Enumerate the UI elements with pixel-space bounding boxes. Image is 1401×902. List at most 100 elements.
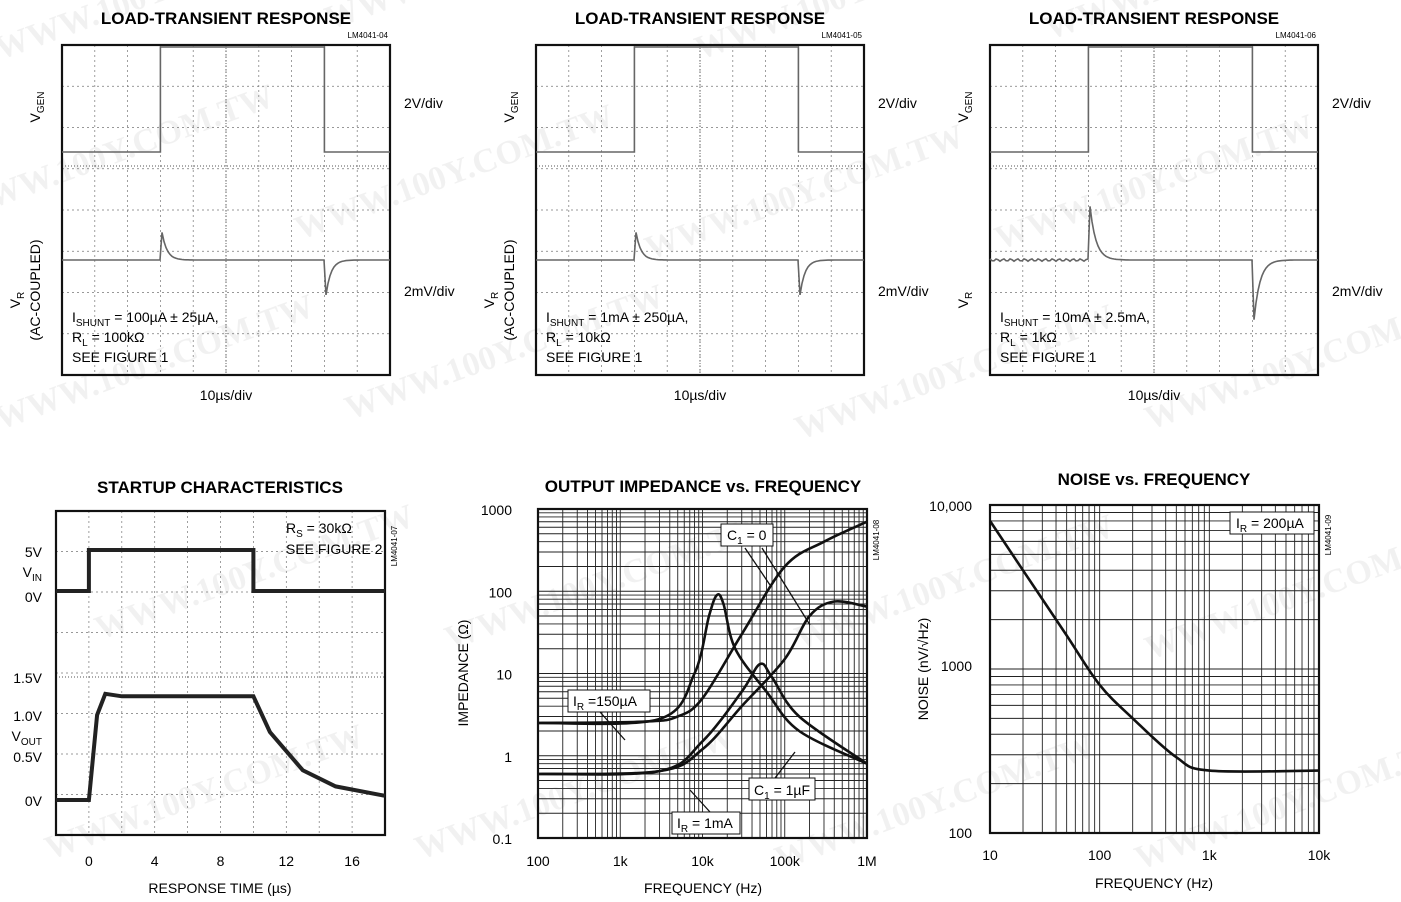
annotation-box [720,523,774,547]
vout-0.5v-label: 0.5V [13,749,42,765]
x-tick-label: 12 [279,853,295,869]
watermark-text: WWW.100Y.COM.TW [1130,728,1401,878]
figure-code: LM4041-05 [822,31,863,40]
vgen-label: VGEN [501,91,521,122]
x-tick-label: 10k [1308,847,1332,863]
x-tick-label: 100 [526,853,550,869]
y-tick-label: 10 [496,667,512,683]
annotation-ir-150ua: IR =150µA [573,693,638,713]
plot-frame [534,43,866,377]
vin-label: VIN [23,564,42,584]
annotation-arrow [774,751,796,779]
x-tick-label: 1k [613,853,629,869]
noise-chart: NOISE vs. FREQUENCY LM4041-09 10 100 1k 10k 10… [915,470,1333,891]
vr-label: VR [7,292,27,309]
figure-code: LM4041-07 [390,525,399,566]
startup-chart: STARTUP CHARACTERISTICS LM4041-07 5V VIN 0V 1… [12,478,399,896]
watermark-text: WWW.100Y.COM.TW [440,508,769,658]
note-figure: SEE FIGURE 1 [1000,349,1097,365]
note-load: RL = 10kΩ [546,329,611,349]
plot-frame [988,503,1321,835]
chart-title: NOISE vs. FREQUENCY [1058,470,1251,489]
vgen-trace [990,46,1318,153]
vr-trace [62,232,390,296]
note-current: ISHUNT = 1mA ± 250µA, [546,309,688,329]
annotation-ir-1ma: IR = 1mA [677,815,734,835]
watermark-text: WWW.100Y.COM.TW [990,108,1319,258]
x-axis-label: FREQUENCY (Hz) [644,880,762,896]
y-tick-label: 100 [489,584,513,600]
time-scale: 10µs/div [1128,387,1180,403]
figure-code: LM4041-08 [872,519,881,560]
annotation-arrow [599,711,626,741]
vin-trace [56,548,385,593]
vin-0v-label: 0V [25,589,43,605]
watermark-text: WWW.100Y.COM.TW [770,728,1099,878]
watermark-layer: WWW.100Y.COM.TW WWW.100Y.COM.TW WWW.100Y.C… [0,0,1401,878]
vgen-label: VGEN [27,91,47,122]
figure-code: LM4041-04 [348,31,389,40]
noise-curve [988,520,1320,773]
x-tick-label: 16 [344,853,360,869]
vgen-trace [62,46,390,153]
time-scale: 10µs/div [674,387,726,403]
annotation-c1-0: C1 = 0 [727,527,767,547]
x-tick-label: 10 [982,847,998,863]
figure-code: LM4041-06 [1276,31,1317,40]
y-axis-label: NOISE (nV/√Hz) [915,618,931,721]
chart-title: STARTUP CHARACTERISTICS [97,478,343,497]
y-tick-label: 1 [504,749,512,765]
impedance-curve [537,662,868,776]
vr-trace [536,232,864,296]
x-axis-label: RESPONSE TIME (µs) [148,880,291,896]
impedance-curve [537,593,868,765]
plot-frame [60,43,392,377]
annotation-box [567,689,651,713]
impedance-chart: OUTPUT IMPEDANCE vs. FREQUENCY LM4041-08 1… [455,477,881,896]
x-tick-label: 4 [151,853,159,869]
annotation-box [748,777,816,801]
x-tick-label: 10k [691,853,715,869]
x-tick-label: 8 [217,853,225,869]
annotation-arrow [761,547,811,626]
vout-trace [56,691,386,802]
vgen-scale: 2V/div [404,95,443,111]
note-load: RL = 100kΩ [72,329,144,349]
vr-label: VR [955,292,975,309]
plot-frame [536,507,869,840]
chart-title: OUTPUT IMPEDANCE vs. FREQUENCY [545,477,862,496]
vr-scale: 2mV/div [878,283,929,299]
plot-frame [54,509,387,837]
x-tick-label: 0 [85,853,93,869]
note-resistance: RS = 30kΩ [286,520,352,540]
vgen-scale: 2V/div [1332,95,1371,111]
vr-label-coupling: (AC-COUPLED) [27,239,43,340]
annotation-arrow [689,789,711,813]
annotation-box [1229,511,1315,535]
watermark-text: WWW.100Y.COM.TW [290,98,619,248]
plot-frame [988,43,1320,377]
y-tick-label: 10,000 [929,498,972,514]
annotation-ir-200ua: IR = 200µA [1236,515,1305,535]
y-axis-label: IMPEDANCE (Ω) [455,620,471,727]
vr-label: VR [481,292,501,309]
vr-label-coupling: (AC-COUPLED) [501,239,517,340]
annotation-c1-1uf: C1 = 1µF [754,782,810,802]
watermark-text: WWW.100Y.COM.TW [640,118,969,268]
x-tick-label: 1M [857,853,876,869]
watermark-text: WWW.100Y.COM.TW [1140,288,1401,438]
time-scale: 10µs/div [200,387,252,403]
y-tick-label: 1000 [481,502,512,518]
scope-title: LOAD-TRANSIENT RESPONSE [575,9,825,28]
scope-title: LOAD-TRANSIENT RESPONSE [1029,9,1279,28]
y-tick-label: 100 [949,825,973,841]
annotation-box [671,811,741,835]
note-figure: SEE FIGURE 1 [546,349,643,365]
note-figure: SEE FIGURE 1 [72,349,169,365]
vout-1.0v-label: 1.0V [13,708,42,724]
vgen-label: VGEN [955,91,975,122]
x-axis-label: FREQUENCY (Hz) [1095,875,1213,891]
x-tick-label: 100k [770,853,801,869]
scope-title: LOAD-TRANSIENT RESPONSE [101,9,351,28]
